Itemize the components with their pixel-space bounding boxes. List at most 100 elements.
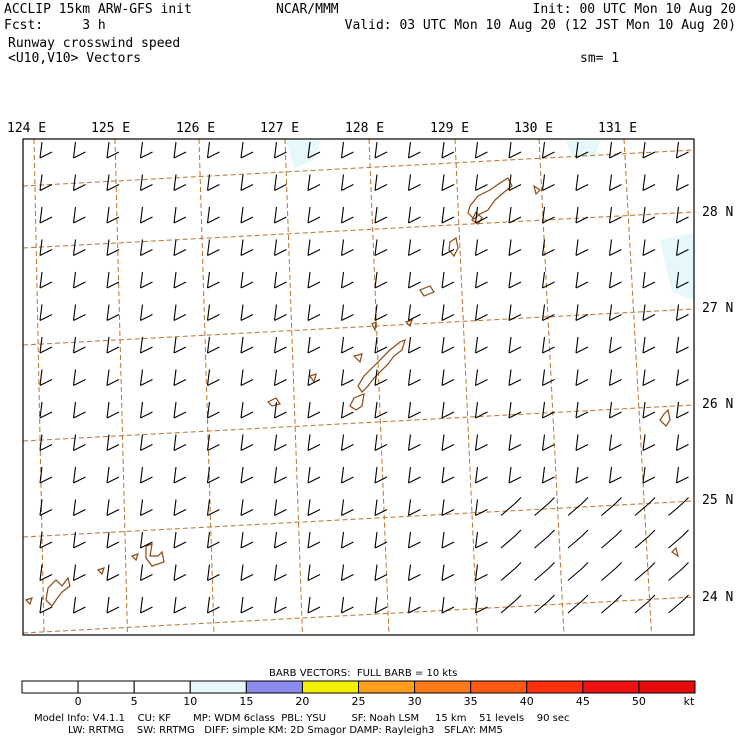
wind-barb (407, 401, 421, 419)
wind-barb (106, 174, 120, 191)
wind-barb (240, 174, 254, 191)
colorbar-tick-label: 20 (295, 695, 309, 708)
meridian-line (368, 138, 390, 636)
colorbar-bin (133, 680, 191, 694)
colorbar-unit: kt (684, 695, 695, 708)
wind-barb (307, 466, 321, 484)
wind-barb (508, 141, 522, 159)
wind-barb (441, 141, 455, 159)
wind-barb (206, 531, 220, 549)
wind-barb (72, 174, 86, 191)
wind-barb (139, 304, 153, 321)
coastline (404, 319, 413, 328)
wind-barb (374, 239, 388, 256)
wind-barb (374, 206, 388, 224)
wind-barb (39, 304, 53, 321)
wind-barb (508, 434, 522, 451)
model-title: ACCLIP 15km ARW-GFS init (4, 2, 192, 17)
lat-label: 25 N (702, 493, 733, 508)
wind-barb (340, 206, 354, 224)
wind-barb (474, 174, 488, 191)
wind-barb (575, 174, 589, 191)
wind-barb (474, 499, 488, 516)
wind-barb (601, 529, 622, 549)
wind-barb (106, 206, 120, 224)
wind-barb (374, 271, 388, 289)
wind-barb-layer (39, 141, 689, 614)
wind-barb (575, 336, 589, 354)
wind-barb (474, 564, 488, 581)
wind-barb (106, 271, 120, 289)
wind-barb (273, 564, 287, 581)
wind-barb (139, 401, 153, 419)
wind-barb (608, 336, 622, 354)
wind-barb (642, 141, 656, 159)
wind-barb (273, 466, 287, 484)
wind-barb (173, 174, 187, 191)
wind-barb (601, 562, 622, 581)
wind-barb (206, 271, 220, 289)
lat-label: 28 N (702, 205, 733, 220)
wind-barb (106, 499, 120, 516)
lon-label: 125 E (91, 121, 130, 136)
wind-barb (675, 239, 689, 256)
colorbar-bin (77, 680, 135, 694)
wind-barb (340, 434, 354, 451)
colorbar-bin (638, 680, 696, 694)
wind-barb (407, 596, 421, 614)
wind-barb (474, 141, 488, 159)
wind-barb (307, 206, 321, 224)
colorbar-tick-label: 35 (464, 695, 478, 708)
wind-barb (72, 466, 86, 484)
wind-barb (72, 369, 86, 386)
wind-barb (407, 434, 421, 451)
wind-barb (441, 466, 455, 484)
wind-barb (508, 304, 522, 321)
wind-barb (675, 271, 689, 289)
model-info-line1: Model Info: V4.1.1 CU: KF MP: WDM 6class… (34, 713, 570, 724)
wind-barb (39, 466, 53, 484)
wind-barb (273, 434, 287, 451)
wind-barb (173, 141, 187, 159)
wind-barb (106, 141, 120, 159)
wind-barb (173, 401, 187, 419)
wind-barb (575, 466, 589, 484)
wind-barb (273, 499, 287, 516)
coastline (533, 184, 541, 196)
lat-label: 24 N (702, 590, 733, 605)
wind-barb (675, 369, 689, 386)
wind-barb (608, 141, 622, 159)
wind-barb (240, 531, 254, 549)
wind-barb (567, 562, 589, 581)
parallel-line (22, 596, 695, 634)
wind-barb (72, 206, 86, 224)
wind-barb (173, 564, 187, 581)
wind-barb (39, 271, 53, 289)
wind-barb (474, 401, 488, 419)
wind-barb (407, 206, 421, 224)
wind-barb (72, 336, 86, 354)
wind-barb (374, 369, 388, 386)
wind-barb (474, 206, 488, 224)
wind-barb (374, 531, 388, 549)
parallel-line (22, 308, 695, 346)
wind-barb (634, 594, 656, 614)
meridian-line (623, 138, 652, 636)
lon-label: 130 E (514, 121, 553, 136)
wind-barb (72, 434, 86, 451)
wind-barb (240, 369, 254, 386)
wind-barb (307, 434, 321, 451)
wind-barb (541, 369, 555, 386)
wind-barb (173, 499, 187, 516)
wind-barb (72, 304, 86, 321)
wind-barb (374, 466, 388, 484)
wind-barb (206, 499, 220, 516)
wind-barb (39, 336, 53, 354)
wind-barb (139, 564, 153, 581)
wind-barb (634, 529, 656, 549)
coastline (352, 353, 363, 364)
wind-barb (541, 434, 555, 451)
wind-barb (39, 499, 53, 516)
wind-barb (608, 434, 622, 451)
wind-barb (206, 141, 220, 159)
